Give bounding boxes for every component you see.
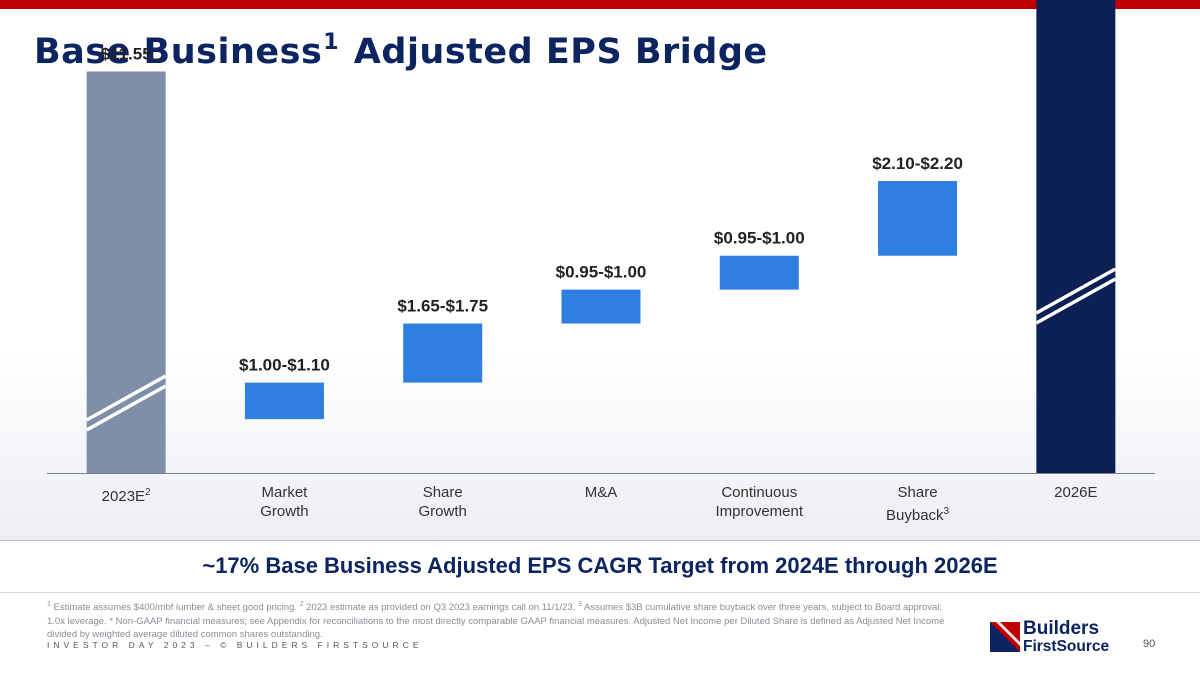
footnotes: 1 Estimate assumes $400/mbf lumber & she… [47, 598, 947, 642]
footnote-divider [0, 592, 1200, 593]
category-footnote-marker: 2 [145, 487, 151, 498]
page-title: Base Business1 Adjusted EPS Bridge [34, 30, 768, 72]
bar-value-label-6: $2.10-$2.20 [872, 154, 963, 173]
top-accent-bar [0, 0, 1200, 9]
footnote-2-marker: 2 [299, 601, 304, 608]
title-rest: Adjusted EPS Bridge [353, 32, 768, 72]
axis-break-line-1-1 [85, 374, 167, 422]
bar-4 [561, 289, 641, 324]
category-label-line1: 2023E [101, 488, 146, 505]
bar-value-label-3: $1.65-$1.75 [397, 297, 488, 316]
title-footnote-marker: 1 [323, 30, 340, 55]
bar-3 [403, 323, 483, 383]
category-label-line1: Continuous [721, 484, 798, 501]
footnote-1-marker: 1 [47, 601, 51, 608]
footnote-3-marker: 3 [577, 601, 582, 608]
bar-value-label-1: $11.55 [101, 45, 152, 64]
category-label-1: 2023E2 [51, 483, 201, 506]
logo-text-firstsource: FirstSource [1023, 638, 1110, 655]
bar-7 [1036, 0, 1116, 473]
logo-mark-icon [990, 622, 1020, 652]
footnote-1-text: Estimate assumes $400/mbf lumber & sheet… [50, 602, 300, 613]
category-label-4: M&A [526, 483, 676, 502]
axis-break-line-7-2 [1035, 277, 1117, 325]
axis-break-line-1-2 [85, 384, 167, 432]
bar-2 [244, 382, 324, 420]
eps-bridge-chart: $11.55 $1.00-$1.10 $1.65-$1.75 $0.95-$1.00 $… [47, 0, 1155, 474]
category-label-3: Share Growth [368, 483, 518, 521]
logo-text-builders: Builders [1023, 618, 1100, 639]
category-label-line2: Buyback [886, 507, 944, 524]
page-number: 90 [1143, 638, 1156, 650]
category-label-line1: Market [261, 484, 308, 501]
footer-event-text: INVESTOR DAY 2023 – © BUILDERS FIRSTSOUR… [47, 640, 423, 650]
chart-divider [0, 540, 1200, 541]
category-label-6: Share Buyback3 [843, 483, 993, 525]
bar-value-label-2: $1.00-$1.10 [239, 356, 330, 375]
bar-value-label-4: $0.95-$1.00 [556, 263, 647, 282]
category-label-2: Market Growth [209, 483, 359, 521]
bar-5 [719, 255, 799, 290]
bar-value-label-5: $0.95-$1.00 [714, 229, 805, 248]
category-label-line2: Growth [418, 503, 467, 520]
category-label-line1: 2026E [1054, 484, 1098, 501]
footnote-3-text: Assumes $3B cumulative share buyback ove… [47, 602, 945, 640]
chart-background [0, 350, 1200, 540]
company-logo: Builders FirstSource [990, 618, 1140, 656]
category-label-line1: Share [897, 484, 938, 501]
category-label-5: Continuous Improvement [684, 483, 834, 521]
category-label-line2: Growth [260, 503, 309, 520]
footnote-2-text: 2023 estimate as provided on Q3 2023 ear… [303, 602, 578, 613]
bar-6 [878, 181, 958, 256]
category-label-line2: Improvement [715, 503, 804, 520]
category-label-7: 2026E [1001, 483, 1151, 502]
axis-break-line-7-1 [1035, 267, 1117, 315]
category-footnote-marker: 3 [943, 506, 950, 517]
category-label-line1: M&A [584, 484, 618, 501]
category-label-line1: Share [422, 484, 463, 501]
cagr-statement: ~17% Base Business Adjusted EPS CAGR Tar… [202, 553, 998, 578]
title-main: Base Business [34, 32, 323, 72]
